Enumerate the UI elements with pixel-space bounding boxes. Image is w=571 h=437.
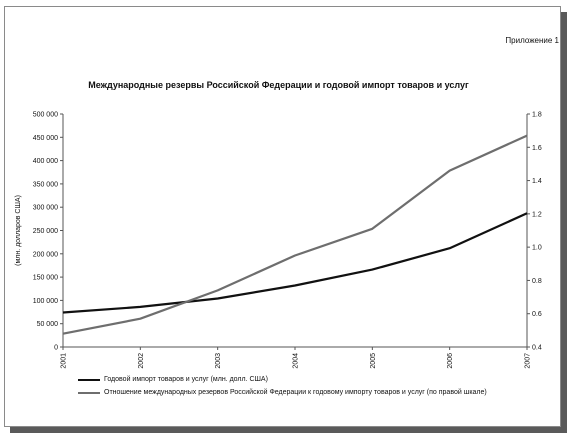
legend-label-import: Годовой импорт товаров и услуг (млн. дол… — [104, 376, 268, 383]
y-tick-label-left: 400 000 — [33, 158, 58, 165]
x-tick-label: 2002 — [138, 353, 145, 369]
document-page — [4, 6, 561, 427]
legend-swatch-import — [78, 378, 100, 381]
x-tick-label: 2007 — [525, 353, 532, 369]
y-tick-label-left: 350 000 — [33, 181, 58, 188]
y-tick-label-left: 500 000 — [33, 112, 58, 119]
y-tick-label-right: 0.6 — [532, 311, 542, 318]
x-tick-label: 2003 — [215, 353, 222, 369]
series-line-import — [62, 212, 528, 314]
y-tick-label-left: 150 000 — [33, 275, 58, 282]
y-tick-label-left: 300 000 — [33, 205, 58, 212]
x-tick-label: 2006 — [447, 353, 454, 369]
legend-swatch-ratio — [78, 391, 100, 394]
y-tick-label-right: 0.8 — [532, 278, 542, 285]
y-tick-label-right: 1.8 — [532, 112, 542, 119]
appendix-label: Приложение 1 — [505, 36, 559, 45]
legend-label-ratio: Отношение международных резервов Российс… — [104, 389, 487, 396]
y-tick-label-right: 0.4 — [532, 345, 542, 352]
y-tick-label-right: 1.4 — [532, 178, 542, 185]
chart-title: Международные резервы Российской Федерац… — [88, 80, 469, 90]
legend-item-import: Годовой импорт товаров и услуг (млн. дол… — [78, 373, 487, 386]
series-line-ratio — [62, 134, 528, 335]
y-tick-label-right: 1.2 — [532, 211, 542, 218]
chart-legend: Годовой импорт товаров и услуг (млн. дол… — [78, 373, 487, 399]
x-tick-label: 2001 — [61, 353, 68, 369]
y-tick-label-right: 1.6 — [532, 145, 542, 152]
y-tick-label-left: 250 000 — [33, 228, 58, 235]
x-tick-label: 2004 — [293, 353, 300, 369]
y-tick-label-left: 100 000 — [33, 298, 58, 305]
legend-item-ratio: Отношение международных резервов Российс… — [78, 386, 487, 399]
y-tick-label-left: 450 000 — [33, 135, 58, 142]
y-axis-title: (млн. долларов США) — [15, 195, 22, 266]
y-tick-label-left: 200 000 — [33, 251, 58, 258]
y-tick-label-right: 1.0 — [532, 245, 542, 252]
y-tick-label-left: 50 000 — [37, 321, 59, 328]
y-tick-label-left: 0 — [54, 345, 58, 352]
x-tick-label: 2005 — [370, 353, 377, 369]
